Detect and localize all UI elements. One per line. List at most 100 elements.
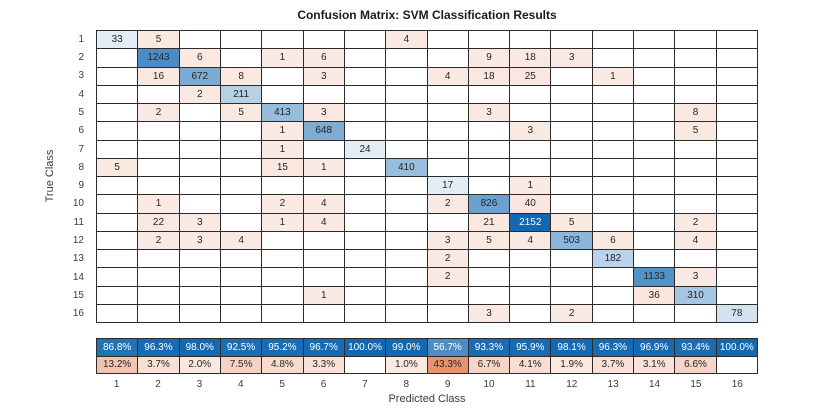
matrix-cell-r10-c6: 4 [303, 195, 345, 214]
matrix-cell-r9-c6 [303, 177, 345, 196]
x-tick-2: 2 [155, 379, 161, 390]
y-tick-1: 1 [78, 33, 84, 45]
matrix-cell-r4-c4: 211 [220, 85, 263, 104]
matrix-cell-r9-c14 [634, 177, 676, 196]
matrix-cell-r7-c11 [510, 140, 552, 159]
matrix-cell-r6-c7 [344, 122, 387, 141]
matrix-cell-r13-c5 [262, 250, 304, 269]
matrix-cell-r11-c1 [97, 213, 139, 232]
x-tick-7: 7 [362, 379, 368, 390]
matrix-cell-r4-c1 [97, 85, 139, 104]
matrix-cell-r6-c13 [592, 122, 635, 141]
matrix-cell-r16-c3 [179, 304, 221, 323]
matrix-cell-r12-c5 [262, 231, 304, 250]
matrix-cell-r12-c16 [716, 231, 758, 250]
matrix-cell-r8-c8: 410 [386, 158, 428, 177]
matrix-cell-r16-c16: 78 [716, 304, 758, 323]
matrix-cell-r10-c9: 2 [427, 195, 469, 214]
matrix-cell-r2-c12: 3 [551, 49, 593, 68]
matrix-cell-r6-c4 [220, 122, 263, 141]
y-tick-13: 13 [72, 253, 84, 265]
matrix-cell-r1-c10 [468, 31, 511, 50]
matrix-cell-r5-c15: 8 [675, 104, 717, 123]
matrix-cell-r3-c3: 672 [179, 67, 221, 86]
matrix-cell-r14-c6 [303, 268, 345, 287]
matrix-cell-r1-c6 [303, 31, 345, 50]
matrix-cell-r3-c6: 3 [303, 67, 345, 86]
matrix-cell-r13-c9: 2 [427, 250, 469, 269]
x-tick-6: 6 [320, 379, 327, 390]
matrix-cell-r1-c5 [262, 31, 304, 50]
matrix-cell-r12-c6 [303, 231, 345, 250]
y-tick-3: 3 [78, 70, 84, 82]
matrix-cell-r12-c3: 3 [179, 231, 221, 250]
matrix-cell-r14-c2 [138, 268, 180, 287]
x-tick-12: 12 [566, 379, 578, 390]
matrix-cell-r8-c14 [634, 158, 676, 177]
matrix-cell-r13-c12 [551, 250, 593, 269]
matrix-cell-r10-c8 [386, 195, 428, 214]
summary-incorrect-c11: 4.1% [510, 356, 552, 374]
matrix-cell-r11-c10: 21 [468, 213, 511, 232]
matrix-cell-r12-c12: 503 [551, 231, 593, 250]
matrix-cell-r4-c16 [716, 85, 758, 104]
matrix-cell-r7-c7: 24 [344, 140, 387, 159]
matrix-cell-r16-c10: 3 [468, 304, 511, 323]
matrix-cell-r15-c14: 36 [634, 286, 676, 305]
matrix-cell-r8-c5: 15 [262, 158, 304, 177]
matrix-cell-r2-c16 [716, 49, 758, 68]
matrix-cell-r13-c6 [303, 250, 345, 269]
matrix-cell-r8-c13 [592, 158, 635, 177]
y-tick-9: 9 [78, 180, 84, 192]
matrix-cell-r2-c9 [427, 49, 469, 68]
matrix-cell-r7-c10 [468, 140, 511, 159]
matrix-cell-r11-c4 [220, 213, 263, 232]
matrix-cell-r9-c1 [97, 177, 139, 196]
matrix-cell-r6-c6: 648 [303, 122, 345, 141]
matrix-cell-r2-c10: 9 [468, 49, 511, 68]
y-tick-15: 15 [72, 290, 84, 302]
matrix-cell-r16-c12: 2 [551, 304, 593, 323]
matrix-cell-r12-c7 [344, 231, 387, 250]
summary-incorrect-c9: 43.3% [427, 356, 469, 374]
matrix-cell-r15-c2 [138, 286, 180, 305]
matrix-cell-r6-c12 [551, 122, 593, 141]
y-tick-7: 7 [78, 143, 84, 155]
x-tick-15: 15 [690, 379, 702, 390]
matrix-cell-r16-c7 [344, 304, 387, 323]
matrix-cell-r15-c7 [344, 286, 387, 305]
matrix-cell-r2-c8 [386, 49, 428, 68]
matrix-cell-r5-c16 [716, 104, 758, 123]
matrix-cell-r6-c16 [716, 122, 758, 141]
matrix-cell-r2-c3: 6 [179, 49, 221, 68]
matrix-cell-r1-c7 [344, 31, 387, 50]
summary-incorrect-c7 [344, 356, 387, 374]
matrix-cell-r6-c5: 1 [262, 122, 304, 141]
matrix-cell-r14-c14: 1133 [634, 268, 676, 287]
matrix-cell-r15-c3 [179, 286, 221, 305]
matrix-cell-r1-c8: 4 [386, 31, 428, 50]
matrix-cell-r14-c15: 3 [675, 268, 717, 287]
matrix-cell-r2-c7 [344, 49, 387, 68]
matrix-cell-r4-c9 [427, 85, 469, 104]
matrix-cell-r7-c4 [220, 140, 263, 159]
matrix-cell-r10-c13 [592, 195, 635, 214]
matrix-cell-r9-c5 [262, 177, 304, 196]
matrix-cell-r4-c15 [675, 85, 717, 104]
matrix-cell-r3-c12 [551, 67, 593, 86]
matrix-cell-r2-c13 [592, 49, 635, 68]
summary-incorrect-c13: 3.7% [592, 356, 635, 374]
matrix-cell-r3-c10: 18 [468, 67, 511, 86]
matrix-cell-r4-c7 [344, 85, 387, 104]
matrix-cell-r7-c2 [138, 140, 180, 159]
matrix-cell-r9-c10 [468, 177, 511, 196]
matrix-cell-r5-c8 [386, 104, 428, 123]
matrix-cell-r15-c11 [510, 286, 552, 305]
matrix-cell-r6-c8 [386, 122, 428, 141]
matrix-cell-r8-c12 [551, 158, 593, 177]
summary-correct-c13: 96.3% [592, 339, 635, 357]
matrix-cell-r5-c6: 3 [303, 104, 345, 123]
matrix-cell-r15-c6: 1 [303, 286, 345, 305]
matrix-cell-r16-c6 [303, 304, 345, 323]
matrix-cell-r11-c3: 3 [179, 213, 221, 232]
